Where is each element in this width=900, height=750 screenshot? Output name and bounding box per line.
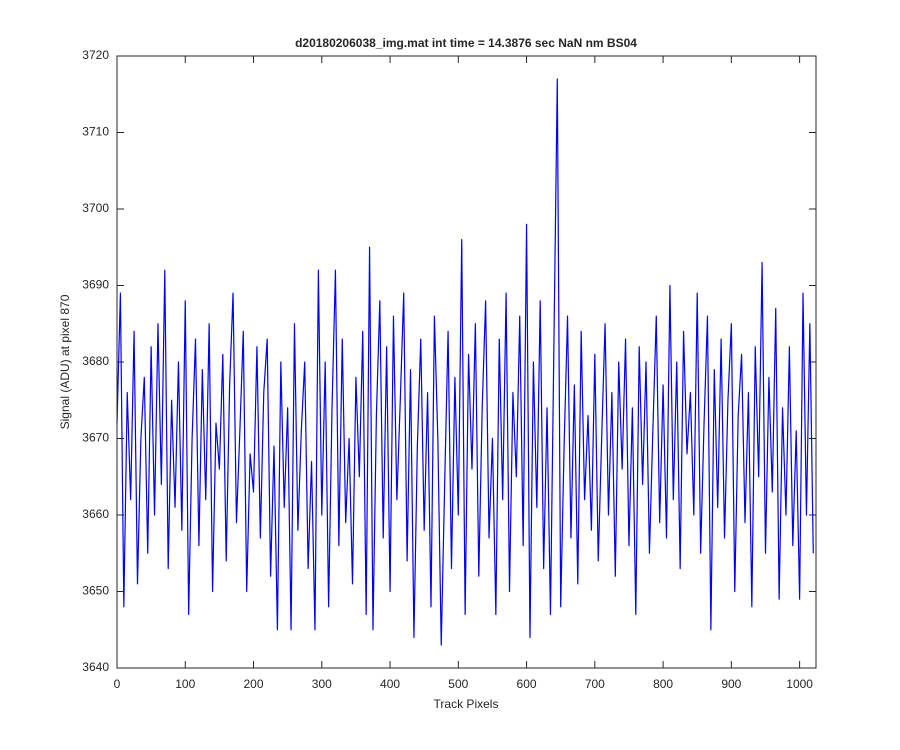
x-tick-label: 900	[721, 677, 741, 691]
x-tick-label: 700	[585, 677, 605, 691]
x-tick-label: 300	[312, 677, 332, 691]
data-line	[116, 78, 814, 646]
y-axis-label: Signal (ADU) at pixel 870	[58, 294, 72, 429]
axes-box	[116, 55, 817, 669]
y-tick-label: 3680	[82, 354, 109, 368]
x-tick-label: 200	[244, 677, 264, 691]
x-axis-label: Track Pixels	[434, 697, 499, 711]
x-tick-label: 0	[114, 677, 121, 691]
y-tick-label: 3710	[82, 125, 109, 139]
plot-area: 0 100 200 300 400 500 600 700 800 900 1000 3640 3650…	[82, 48, 816, 691]
y-tick-label: 3660	[82, 507, 109, 521]
x-tick-label: 1000	[786, 677, 813, 691]
y-tick-label: 3650	[82, 584, 109, 598]
y-tick-label: 3700	[82, 201, 109, 215]
x-tick-label: 100	[175, 677, 195, 691]
y-tick-label: 3720	[82, 48, 109, 62]
x-tick-label: 600	[517, 677, 537, 691]
x-tick-label: 800	[653, 677, 673, 691]
chart-title: d20180206038_img.mat int time = 14.3876 …	[295, 36, 637, 50]
y-tick-label: 3670	[82, 431, 109, 445]
x-tick-label: 400	[380, 677, 400, 691]
x-tick-label: 500	[448, 677, 468, 691]
y-tick-label: 3640	[82, 660, 109, 674]
y-tick-label: 3690	[82, 278, 109, 292]
